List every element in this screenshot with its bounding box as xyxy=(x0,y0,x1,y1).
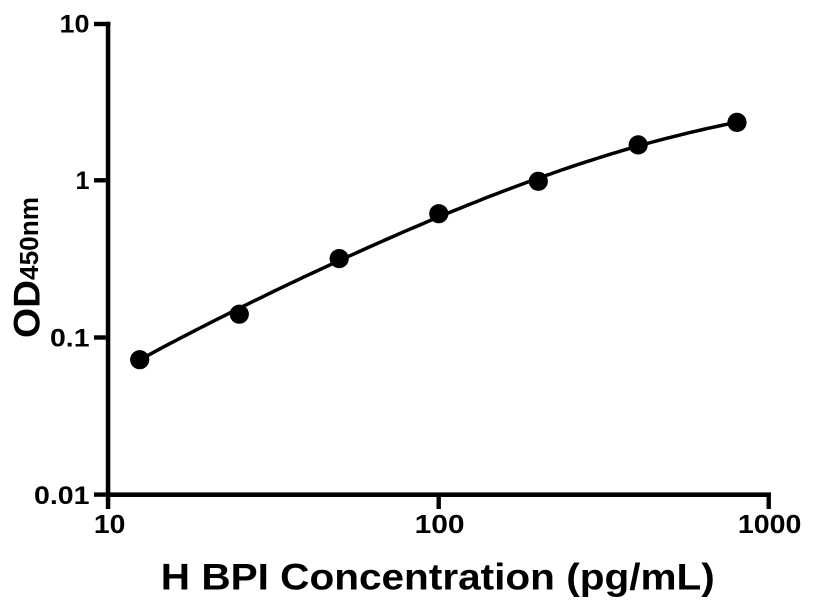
svg-text:0.01: 0.01 xyxy=(34,482,90,510)
svg-text:10: 10 xyxy=(94,511,126,539)
svg-text:1000: 1000 xyxy=(738,511,802,539)
svg-text:1: 1 xyxy=(76,167,90,195)
svg-text:100: 100 xyxy=(415,511,465,539)
svg-text:OD450nm: OD450nm xyxy=(7,197,48,338)
svg-text:10: 10 xyxy=(60,11,90,39)
svg-text:0.1: 0.1 xyxy=(50,324,90,352)
svg-text:H BPI Concentration (pg/mL): H BPI Concentration (pg/mL) xyxy=(161,557,715,598)
